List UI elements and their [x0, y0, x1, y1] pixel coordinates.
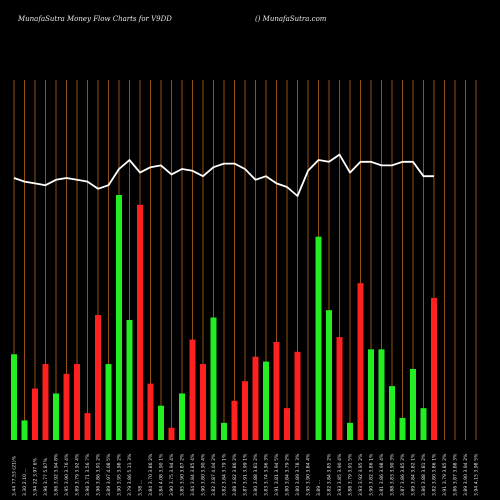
money-flow-bar: [431, 297, 437, 440]
money-flow-bar: [53, 393, 59, 440]
x-tick-label: 3.95 3.90 3.84 4%: [306, 453, 312, 496]
x-tick-label: 3.90 3.82 3.86 1%: [369, 453, 375, 496]
money-flow-bar: [378, 349, 385, 440]
money-flow-bar: [200, 364, 206, 440]
x-tick-label: 3.96 3.71 3.56 7%: [85, 453, 91, 496]
x-tick-label: 3.79 3.86 5.11 3%: [127, 453, 133, 496]
money-flow-bar: [252, 356, 259, 440]
x-tick-labels: 3.44 77.53 (21)% 3.30 2.10 ... 3.94 22 3.9…: [12, 453, 480, 496]
money-flow-bar: [263, 361, 269, 440]
chart-source: () MunafaSutra.com: [255, 15, 327, 23]
x-tick-label: 3.89 3.97 4.08 5%: [106, 453, 112, 496]
x-tick-label: 3.64 3.84 3.85 4%: [190, 453, 196, 496]
money-flow-bar: [137, 204, 143, 440]
x-tick-label: 3.87 3.86 3.85 2%: [400, 453, 406, 496]
x-tick-label: 3.86 3.92 3.94 8%: [54, 453, 60, 496]
money-flow-bar: [11, 354, 17, 440]
money-flow-bar: [189, 339, 196, 440]
money-flow-bar: [326, 310, 332, 440]
x-tick-label: 3.90 3.80 3.90 4%: [201, 453, 207, 496]
x-tick-label: 3.86 3.88 3.81 2%: [421, 453, 427, 496]
x-tick-label: 3.86 3.87 3.88 3%: [453, 453, 459, 496]
x-tick-label: 3.91 3.79 3.85 2%: [442, 453, 448, 496]
money-flow-bar: [210, 317, 217, 440]
x-tick-label: 3.80 3.88 3.81 2%: [253, 453, 259, 496]
money-flow-bar: [126, 319, 133, 440]
money-flow-bar: [347, 422, 353, 440]
x-tick-label: 3.94 22 3.97 6%: [33, 457, 39, 496]
chart-title: MunafaSutra Money Flow Charts for V9DD: [18, 15, 172, 23]
x-tick-label: 3.89 3.90 3.94 2%: [463, 453, 469, 496]
money-flow-bar: [63, 373, 70, 440]
money-flow-bar: [158, 405, 164, 440]
x-tick-label: 3.80 3.89 3.78 3%: [295, 453, 301, 496]
money-flow-bar: [116, 195, 122, 440]
x-tick-label: 3.89 3.79 3.92 4%: [75, 453, 81, 496]
x-tick-label: 3.93 3.85 3.90 4%: [337, 453, 343, 496]
x-tick-label: 3.88 3.82 3.86 2%: [232, 453, 238, 496]
money-flow-bar: [420, 408, 427, 440]
x-tick-label: 3.96 3.77 5.87%: [43, 457, 49, 496]
money-flow-bar: [284, 408, 290, 440]
money-flow-bar: [368, 349, 374, 440]
money-flow-bar: [21, 420, 28, 440]
money-flow-bar: [336, 337, 343, 440]
money-flow-bar: [242, 381, 248, 440]
money-flow-bar: [179, 393, 185, 440]
x-tick-label: 3.85 3.90 3.87 2%: [180, 453, 186, 496]
money-flow-bar: [74, 364, 80, 440]
money-flow-bar: [389, 386, 395, 440]
money-flow-bar: [221, 422, 227, 440]
money-flow-bar: [95, 315, 101, 440]
money-flow-bar: [32, 388, 38, 440]
money-flow-bar: [231, 400, 238, 440]
x-tick-label: 3.80 3.84 3.79 2%: [285, 453, 291, 496]
x-tick-label: 3.83 3.74 3.96 3%: [264, 453, 270, 496]
x-tick-label: 3.90 3.95 3.98 2%: [117, 453, 123, 496]
money-flow-bar: [273, 342, 280, 440]
x-tick-label: 3.82 3.80 3.86 1%: [432, 453, 438, 496]
x-tick-label: 3.82 3.84 3.79 1%: [222, 453, 228, 496]
x-tick-label: 3.82 3.87 4.04 2%: [211, 453, 217, 496]
price-line: [13, 153, 434, 197]
money-flow-bar: [84, 413, 91, 440]
price-line-layer: [13, 153, 434, 197]
money-flow-bar: [42, 364, 49, 440]
x-tick-label: 3.82 3.84 3.85 2%: [327, 453, 333, 496]
money-flow-bar: [105, 364, 112, 440]
x-tick-label: 3.44 77.53 (21)%: [12, 455, 18, 496]
x-tick-label: 3.88 3.79 3.91 5%: [348, 453, 354, 496]
x-tick-label: 3.84 4.08 3.90 1%: [159, 453, 165, 496]
x-tick-label: 3.84 3.70 3.86 2%: [148, 453, 154, 496]
money-flow-bar: [357, 283, 364, 440]
x-tick-label: 3.30 2.10 ...: [22, 468, 28, 496]
money-flow-bar: [168, 427, 175, 440]
x-tick-label: 3.91 3.81 3.94 5%: [274, 453, 280, 496]
money-flow-bar: [315, 236, 322, 440]
x-tick-label: 3.58 ...: [138, 480, 144, 496]
money-flow-bars: [11, 195, 437, 440]
money-flow-bar: [410, 368, 416, 440]
x-tick-label: 3.89 3.84 3.82 1%: [411, 453, 417, 496]
x-tick-label: 3.88 3.83 3.90 3%: [390, 453, 396, 496]
x-tick-label: 3.94 4.15 3.98 5%: [474, 453, 480, 496]
x-tick-label: 3.87 3.91 3.99 1%: [243, 453, 249, 496]
x-tick-label: 3.93 3.92 3.95 2%: [358, 453, 364, 496]
money-flow-bar: [147, 383, 154, 440]
x-tick-label: 3.95 3.90 3.76 4%: [64, 453, 70, 496]
money-flow-bar: [294, 351, 301, 440]
money-flow-bar: [399, 417, 406, 440]
x-tick-label: 3.81 3.86 3.98 4%: [379, 453, 385, 496]
x-tick-label: 3.96 3.86 3.91 2%: [96, 453, 102, 496]
x-tick-label: 3.89 ...: [316, 480, 322, 496]
x-tick-label: 3.90 3.75 3.94 4%: [169, 453, 175, 496]
